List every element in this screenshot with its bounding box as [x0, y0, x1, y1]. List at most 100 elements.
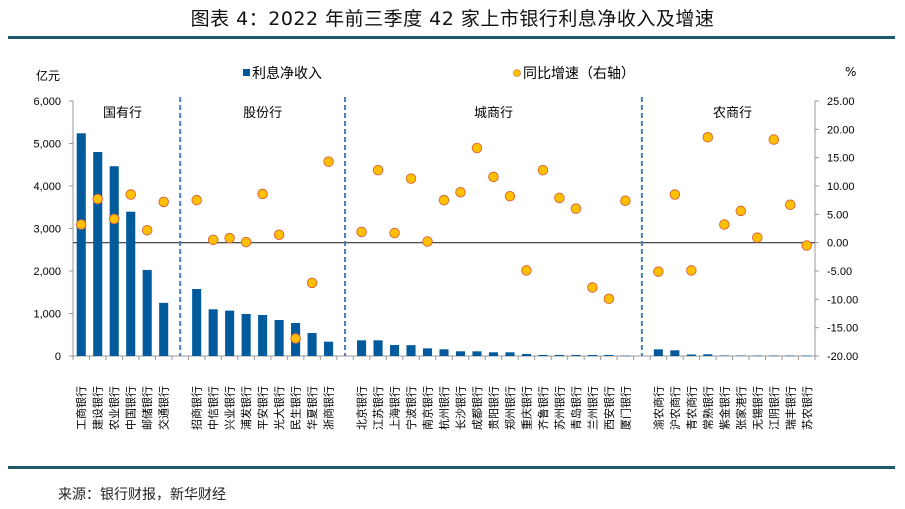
bar-长沙银行: [455, 351, 466, 356]
left-tick-label: 2,000: [33, 266, 61, 278]
category-label: 杭州银行: [437, 386, 451, 430]
right-tick-label: 5.00: [827, 209, 848, 221]
category-label: 瑞丰银行: [783, 386, 797, 430]
category-label: 沪农商行: [668, 386, 682, 430]
combo-chart: 0 1,000 2,000 3,000 4,000 5,000 6,000 -20.00 -15…: [33, 65, 858, 430]
category-label: 招商银行: [190, 386, 204, 430]
category-label: 民生银行: [289, 386, 303, 430]
dot-中信银行: [207, 234, 219, 246]
category-label: 苏农银行: [800, 386, 814, 430]
dot-无锡银行: [752, 232, 763, 243]
dot-重庆银行: [521, 265, 532, 276]
dot-青农商行: [686, 265, 697, 276]
bar-齐鲁银行: [538, 354, 548, 356]
dot-杭州银行: [438, 194, 450, 206]
category-label: 北京银行: [355, 386, 369, 430]
legend-label-bar: 利息净收入: [252, 65, 322, 82]
category-label: 邮储银行: [140, 386, 154, 430]
bar-苏农银行: [802, 355, 812, 357]
category-label: 贵阳银行: [486, 386, 500, 430]
category-label: 建设银行: [91, 386, 105, 430]
category-label: 农业银行: [107, 386, 121, 430]
category-label: 青农商行: [684, 386, 698, 430]
category-label: 上海银行: [388, 386, 402, 430]
left-tick-label: 4,000: [33, 181, 61, 193]
bar-杭州银行: [439, 349, 449, 356]
right-tick-label: 10.00: [827, 181, 855, 193]
dot-南京银行: [422, 236, 433, 247]
category-label: 郑州银行: [503, 386, 517, 430]
dot-农业银行: [108, 213, 120, 225]
category-label: 兴业银行: [223, 386, 237, 430]
legend-marker-bar: [243, 69, 250, 76]
category-label: 平安银行: [256, 386, 270, 430]
category-label: 成都银行: [470, 386, 484, 430]
bar-张家港行: [736, 355, 746, 356]
right-tick-label: -15.00: [827, 323, 858, 335]
category-label: 西安银行: [602, 386, 616, 430]
legend-label-dot: 同比增速（右轴）: [523, 66, 635, 82]
category-label: 工商银行: [74, 386, 88, 430]
right-tick-label: -5.00: [827, 266, 852, 278]
left-tick-label: 1,000: [33, 309, 61, 321]
bar-紫金银行: [719, 355, 729, 356]
category-label: 无锡银行: [750, 386, 764, 430]
right-tick-label: -20.00: [827, 351, 858, 363]
bar-无锡银行: [752, 355, 762, 357]
group-label: 国有行: [103, 106, 142, 121]
dot-贵阳银行: [488, 171, 499, 183]
chart-title: 图表 4：2022 年前三季度 42 家上市银行利息净收入及增速: [190, 8, 715, 30]
dot-郑州银行: [504, 190, 516, 202]
category-label: 中国银行: [124, 386, 138, 430]
bar-厦门银行: [620, 355, 630, 357]
dot-光大银行: [273, 229, 285, 240]
top-rule: [8, 36, 895, 39]
bar-华夏银行: [307, 333, 317, 356]
category-label: 华夏银行: [305, 386, 319, 430]
category-label: 浦发银行: [239, 386, 253, 430]
bar-招商银行: [192, 289, 202, 356]
bar-郑州银行: [505, 352, 515, 356]
category-label: 常熟银行: [701, 386, 715, 430]
bar-浦发银行: [241, 314, 251, 356]
category-label: 苏州银行: [552, 386, 566, 430]
dot-紫金银行: [719, 219, 730, 230]
bar-渝农商行: [653, 349, 663, 356]
dot-常熟银行: [702, 132, 714, 143]
category-label: 厦门银行: [618, 386, 632, 430]
category-label: 兰州银行: [585, 386, 599, 430]
bar-中国银行: [126, 211, 136, 356]
bar-贵阳银行: [488, 352, 499, 356]
left-tick-label: 0: [55, 351, 61, 363]
dot-民生银行: [290, 333, 301, 344]
dot-渝农商行: [653, 266, 664, 277]
bottom-rule: [8, 466, 895, 469]
legend-marker-dot: [513, 69, 521, 77]
bar-邮储银行: [142, 269, 152, 356]
bar-宁波银行: [406, 345, 416, 356]
bar-成都银行: [472, 351, 482, 356]
dot-成都银行: [471, 142, 483, 154]
right-tick-label: 15.00: [827, 153, 855, 165]
category-label: 渝农商行: [651, 386, 665, 430]
category-label: 宁波银行: [404, 386, 418, 430]
dot-西安银行: [603, 293, 615, 305]
dot-浙商银行: [323, 156, 334, 167]
dot-兴业银行: [224, 232, 235, 244]
category-label: 齐鲁银行: [536, 386, 550, 430]
category-label: 交通银行: [157, 386, 171, 430]
dot-建设银行: [92, 193, 103, 205]
category-label: 光大银行: [272, 386, 286, 430]
dot-苏州银行: [554, 192, 565, 204]
dot-上海银行: [389, 227, 400, 239]
axes-layer: 0 1,000 2,000 3,000 4,000 5,000 6,000 -20.00 -15…: [33, 96, 858, 363]
dot-北京银行: [356, 226, 367, 238]
dot-张家港行: [735, 205, 747, 217]
dot-厦门银行: [620, 195, 631, 206]
bar-农业银行: [109, 166, 119, 356]
bar-兰州银行: [587, 354, 597, 356]
left-tick-label: 6,000: [33, 96, 61, 108]
bar-中信银行: [208, 309, 218, 356]
category-label: 南京银行: [421, 386, 435, 430]
category-label: 张家港行: [734, 386, 748, 430]
